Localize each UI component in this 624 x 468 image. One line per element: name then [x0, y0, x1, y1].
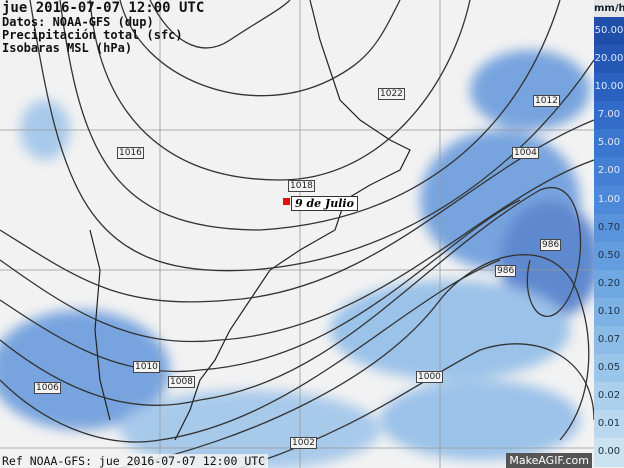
map-header: jue 2016-07-07 12:00 UTC Datos: NOAA-GFS…	[2, 0, 204, 55]
legend-unit: mm/h	[594, 0, 624, 17]
legend-cell: 5.00	[594, 129, 624, 158]
legend-cell: 0.70	[594, 213, 624, 242]
legend-cell: 2.00	[594, 157, 624, 186]
isobar-label: 1008	[168, 376, 195, 388]
city-marker	[283, 198, 290, 205]
isobar-label: 1010	[133, 361, 160, 373]
isobar-label: 1016	[117, 147, 144, 159]
isobar-label: 1004	[512, 147, 539, 159]
data-source: Datos: NOAA-GFS (dup)	[2, 15, 154, 29]
watermark: MakeAGIF.com	[506, 453, 592, 468]
isobar-label: 1002	[290, 437, 317, 449]
legend-cell: 50.00	[594, 17, 624, 46]
weather-map	[0, 0, 594, 468]
isobar-label: 986	[495, 265, 517, 277]
isobars	[0, 0, 594, 468]
legend-cell: 20.00	[594, 45, 624, 74]
datetime: jue 2016-07-07 12:00 UTC	[2, 0, 205, 16]
isobar-label: 1018	[288, 180, 315, 192]
city-label: 9 de Julio	[291, 196, 358, 211]
precipitation-areas	[0, 50, 594, 468]
isobar-label: 1000	[416, 371, 443, 383]
isobar-label: 986	[540, 239, 562, 251]
precipitation-legend: mm/h 50.00 20.00 10.00 7.00 5.00 2.00 1.00 0.70…	[594, 0, 624, 468]
legend-cell: 0.01	[594, 410, 624, 439]
layer-precipitation: Precipitación total (sfc)	[2, 28, 183, 42]
legend-cell: 0.05	[594, 354, 624, 383]
legend-cell: 0.10	[594, 297, 624, 327]
isobar-label: 1022	[378, 88, 405, 100]
legend-cell: 0.02	[594, 382, 624, 411]
legend-cell: 1.00	[594, 185, 624, 214]
legend-cell: 0.00	[594, 438, 624, 467]
isobar-label: 1012	[533, 95, 560, 107]
layer-isobars: Isobaras MSL (hPa)	[2, 41, 133, 55]
legend-cell: 0.20	[594, 269, 624, 298]
reference-time: Ref NOAA-GFS: jue 2016-07-07 12:00 UTC	[2, 454, 269, 468]
isobar-label: 1006	[34, 382, 61, 394]
legend-cell: 10.00	[594, 73, 624, 102]
legend-cell: 7.00	[594, 101, 624, 130]
legend-cell: 0.07	[594, 326, 624, 355]
legend-cell: 0.50	[594, 241, 624, 270]
